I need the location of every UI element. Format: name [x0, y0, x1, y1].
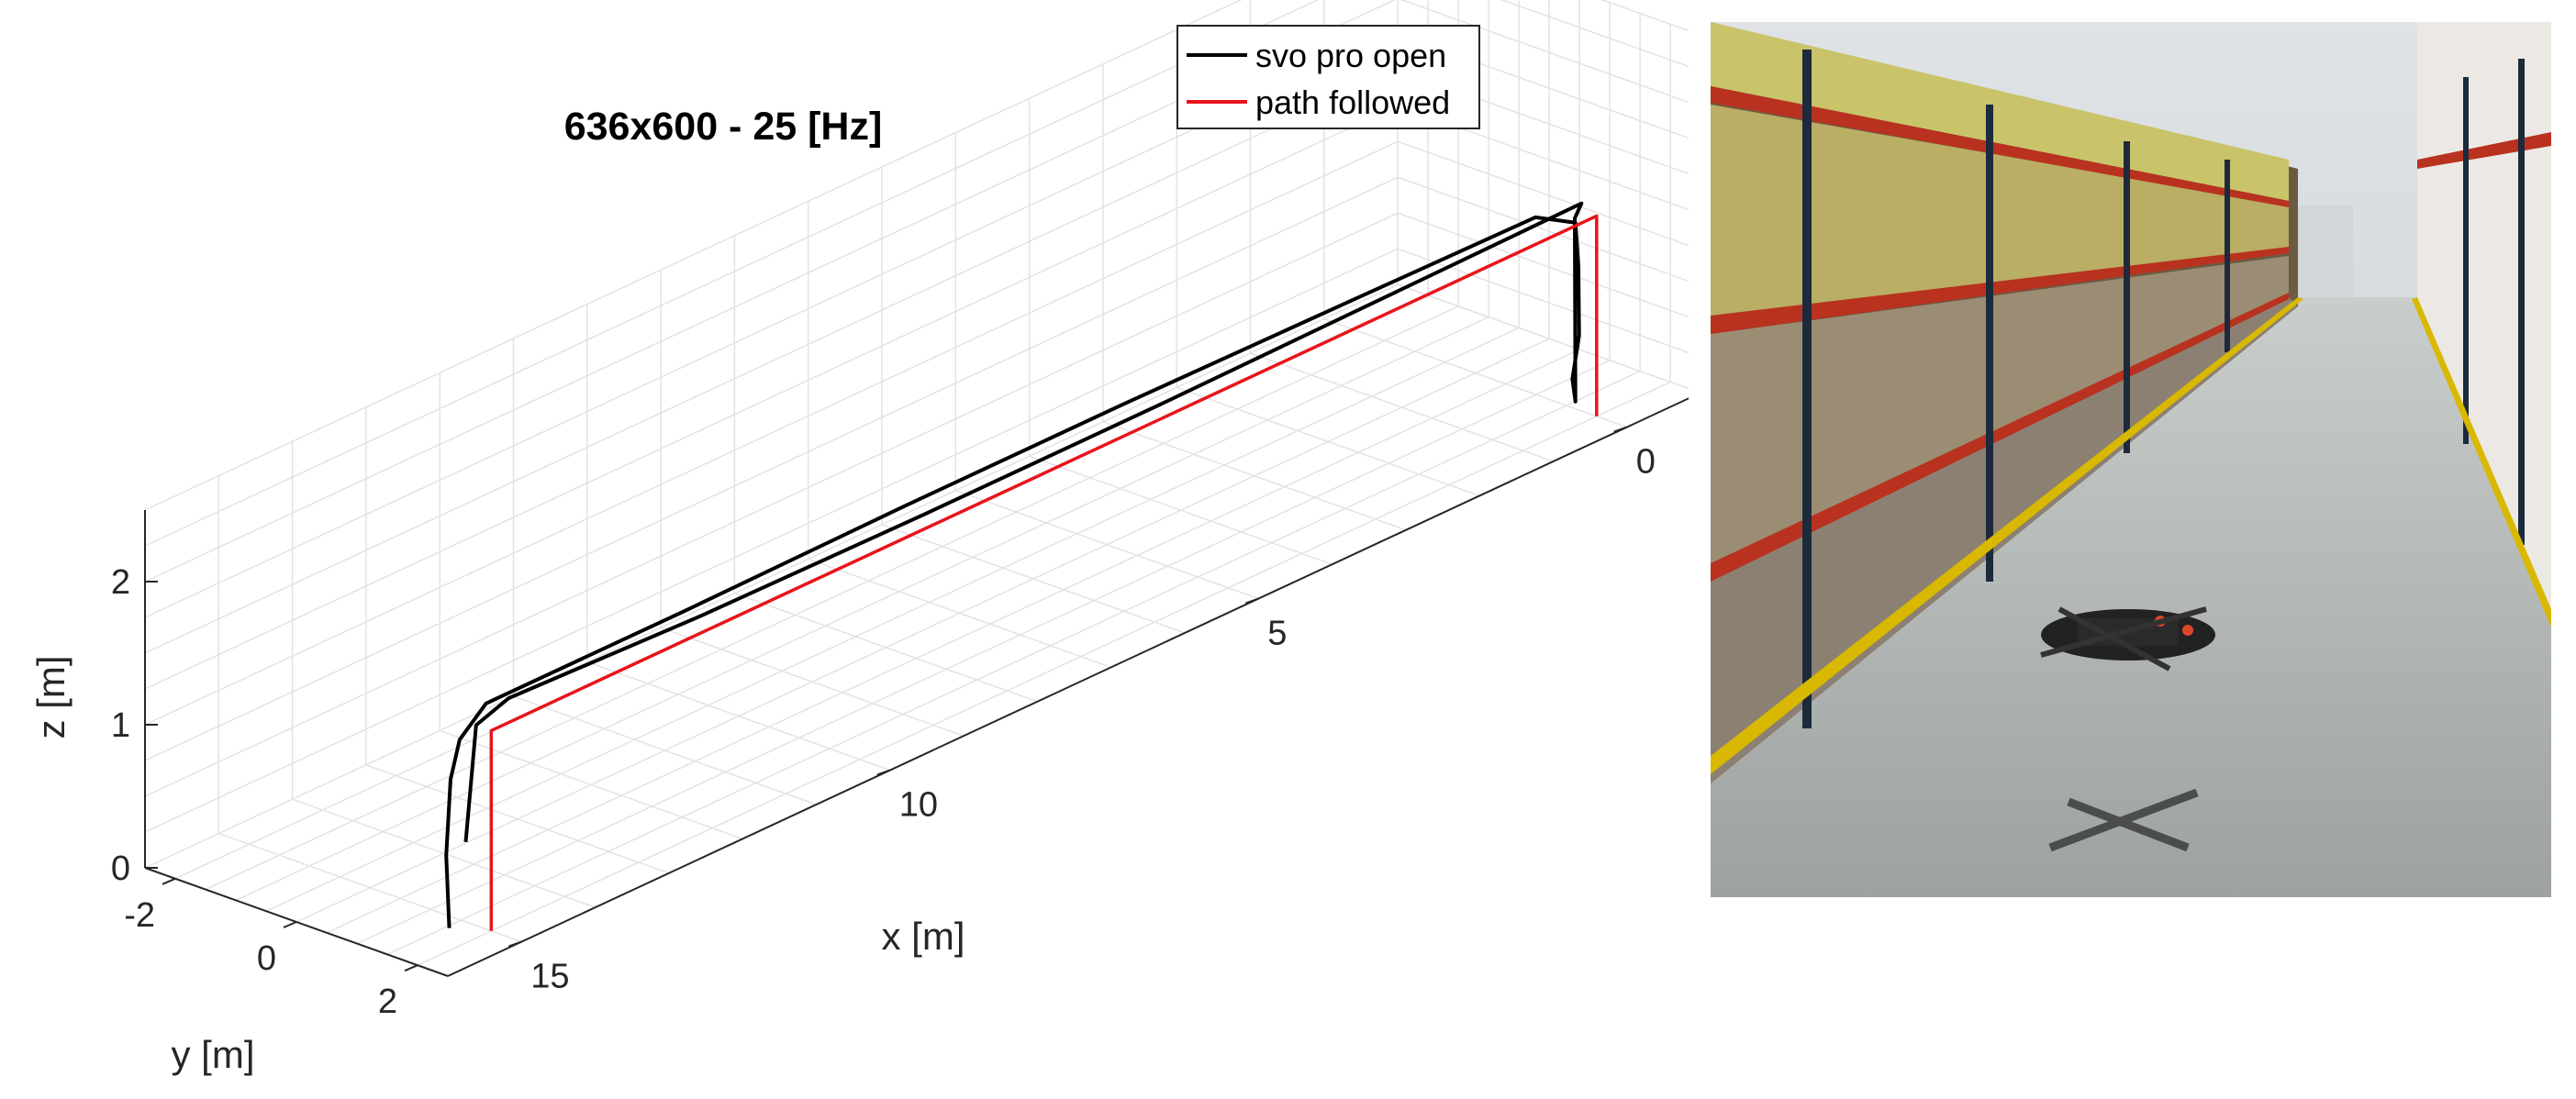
x-tick — [507, 940, 522, 948]
x-tick-label: 5 — [1267, 615, 1287, 653]
y-tick — [404, 964, 418, 972]
grid-line — [417, 381, 1671, 966]
tick-labels: 0 5 10 15 -2 0 2 0 1 2 — [111, 443, 1656, 1022]
grid-line — [144, 176, 1399, 761]
z-tick-label: 0 — [111, 849, 130, 888]
z-axis-label: z [m] — [29, 656, 72, 739]
chart-title: 636x600 - 25 [Hz] — [564, 105, 883, 149]
trajectory-3d-plot: 0 5 10 15 -2 0 2 0 1 2 636x600 - 25 [Hz] x [m] y … — [29, 0, 1689, 1076]
grid-line — [144, 283, 1399, 869]
warehouse-drone-photo-icon — [1711, 22, 2551, 897]
grid-line — [144, 69, 1399, 654]
z-tick-label: 1 — [111, 706, 130, 745]
drone-icon — [2040, 606, 2215, 672]
z-tick-label: 2 — [111, 563, 130, 602]
grid-line — [356, 360, 1611, 945]
grid-line — [144, 248, 1399, 833]
grid-line — [326, 349, 1580, 934]
legend-label-path: path followed — [1255, 83, 1450, 121]
x-tick-label: 10 — [899, 786, 938, 825]
grid-line — [1397, 283, 1689, 390]
x-axis-line — [447, 397, 1689, 977]
grid-line — [235, 316, 1489, 902]
grid-line — [1397, 176, 1689, 283]
plot-axes — [144, 397, 1689, 977]
grid-line — [296, 338, 1550, 923]
grid-line — [144, 212, 1399, 797]
plot-grid — [144, 0, 1689, 977]
x-tick — [876, 769, 891, 776]
x-tick — [1244, 597, 1259, 605]
grid-line — [144, 140, 1399, 726]
warehouse-drone-photo — [1711, 22, 2551, 897]
grid-line — [1397, 140, 1689, 247]
series-path-followed — [489, 214, 1599, 931]
y-tick-label: -2 — [124, 896, 155, 935]
x-tick — [1613, 426, 1628, 433]
legend-label-svo: svo pro open — [1255, 37, 1446, 74]
grid-line — [1500, 0, 1689, 68]
grid-line — [144, 0, 1243, 511]
plot-series — [444, 201, 1599, 931]
y-tick — [283, 921, 297, 928]
grid-line — [386, 370, 1641, 956]
drone-shadow-icon — [2048, 788, 2199, 852]
grid-line — [205, 305, 1459, 891]
y-axis-label: y [m] — [172, 1033, 255, 1076]
y-tick-label: 2 — [378, 982, 397, 1021]
x-tick-label: 0 — [1636, 443, 1656, 482]
grid-line — [1400, 0, 1689, 104]
series-svo-pro-open — [444, 201, 1584, 928]
legend: svo pro open path followed — [1176, 25, 1480, 129]
grid-line — [265, 327, 1520, 912]
y-tick-label: 0 — [257, 939, 276, 978]
legend-box — [1176, 25, 1480, 129]
x-tick-label: 15 — [530, 958, 569, 996]
x-axis-label: x [m] — [882, 915, 965, 958]
grid-line — [144, 105, 1399, 690]
grid-line — [1397, 212, 1689, 318]
grid-line — [1600, 0, 1689, 32]
grid-line — [144, 33, 1399, 618]
y-tick — [162, 877, 176, 885]
